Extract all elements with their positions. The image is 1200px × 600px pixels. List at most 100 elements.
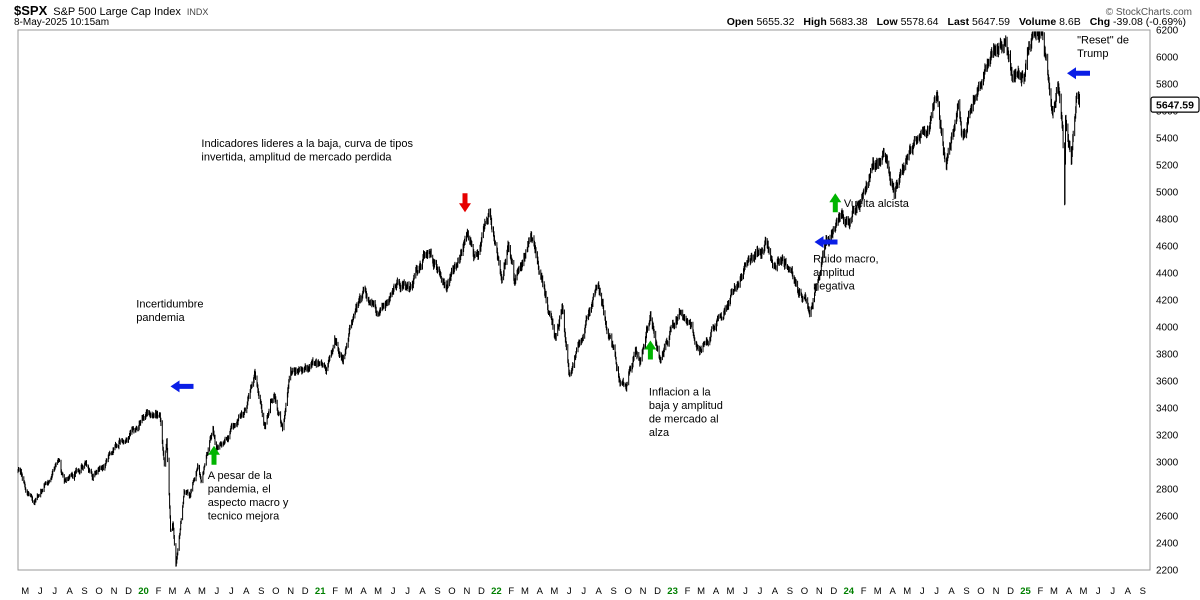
svg-text:24: 24 xyxy=(844,586,855,597)
svg-text:3800: 3800 xyxy=(1156,350,1179,361)
svg-text:S: S xyxy=(787,586,793,597)
svg-text:M: M xyxy=(374,586,382,597)
left-arrow-icon xyxy=(814,236,838,248)
svg-text:A: A xyxy=(596,586,603,597)
svg-text:3400: 3400 xyxy=(1156,404,1179,415)
svg-text:M: M xyxy=(874,586,882,597)
svg-text:F: F xyxy=(861,586,867,597)
svg-text:4600: 4600 xyxy=(1156,242,1179,253)
svg-text:2800: 2800 xyxy=(1156,485,1179,496)
svg-text:5000: 5000 xyxy=(1156,188,1179,199)
copyright-notice: © StockCharts.com xyxy=(1105,7,1192,18)
svg-text:A: A xyxy=(537,586,544,597)
annotation-text-line: Incertidumbre xyxy=(136,299,203,311)
svg-text:A: A xyxy=(772,586,779,597)
annotation-text-line: Indicadores lideres a la baja, curva de … xyxy=(201,138,413,150)
svg-text:O: O xyxy=(977,586,984,597)
svg-text:J: J xyxy=(743,586,748,597)
svg-text:5200: 5200 xyxy=(1156,161,1179,172)
svg-text:J: J xyxy=(52,586,57,597)
svg-text:5647.59: 5647.59 xyxy=(1156,99,1194,111)
index-name: S&P 500 Large Cap Index xyxy=(53,6,181,18)
annotation-text-line: aspecto macro y xyxy=(208,497,289,509)
svg-text:F: F xyxy=(1037,586,1043,597)
last-label: Last xyxy=(947,16,970,28)
chart-header: $SPX S&P 500 Large Cap Index INDX © Stoc… xyxy=(14,3,1192,18)
svg-text:M: M xyxy=(903,586,911,597)
low-value: 5578.64 xyxy=(900,16,939,28)
x-axis-labels: M J J A S O N D 20 F M A M J J A S O N D 21 F M A M J J A S O N D 22 F M A M… xyxy=(21,586,1146,597)
svg-text:S: S xyxy=(434,586,440,597)
svg-text:3000: 3000 xyxy=(1156,458,1179,469)
svg-text:M: M xyxy=(198,586,206,597)
svg-text:J: J xyxy=(567,586,572,597)
svg-text:N: N xyxy=(816,586,823,597)
svg-text:6200: 6200 xyxy=(1156,26,1179,37)
annotation-text-line: Ruido macro, xyxy=(813,253,878,265)
svg-text:A: A xyxy=(419,586,426,597)
svg-text:N: N xyxy=(111,586,118,597)
exchange-code: INDX xyxy=(186,7,209,17)
svg-text:M: M xyxy=(169,586,177,597)
svg-text:3200: 3200 xyxy=(1156,431,1179,442)
annotation-text-line: "Reset" de xyxy=(1077,35,1129,47)
up-arrow-icon xyxy=(829,193,842,213)
quote-row: 8-May-2025 10:15am Open 5655.32 High 568… xyxy=(14,16,1186,28)
svg-text:M: M xyxy=(550,586,558,597)
svg-text:25: 25 xyxy=(1020,586,1031,597)
quote-volume: Volume 8.6B xyxy=(1019,16,1081,28)
down-arrow-icon xyxy=(459,193,471,213)
svg-text:F: F xyxy=(508,586,514,597)
svg-text:S: S xyxy=(258,586,264,597)
svg-text:4000: 4000 xyxy=(1156,323,1179,334)
svg-text:F: F xyxy=(685,586,691,597)
last-price-tag: 5647.59 xyxy=(1150,96,1200,113)
svg-text:S: S xyxy=(963,586,969,597)
svg-text:A: A xyxy=(243,586,250,597)
svg-text:5400: 5400 xyxy=(1156,134,1179,145)
svg-text:M: M xyxy=(21,586,29,597)
chg-label: Chg xyxy=(1089,16,1111,28)
quote-chg: Chg -39.08 (-0.69%) xyxy=(1090,16,1186,28)
svg-text:N: N xyxy=(463,586,470,597)
svg-text:4800: 4800 xyxy=(1156,215,1179,226)
svg-text:4200: 4200 xyxy=(1156,296,1179,307)
svg-text:J: J xyxy=(38,586,43,597)
annotation-text-line: pandemia xyxy=(136,312,185,324)
svg-text:J: J xyxy=(920,586,925,597)
svg-text:20: 20 xyxy=(138,586,149,597)
svg-text:M: M xyxy=(727,586,735,597)
low-label: Low xyxy=(876,16,898,28)
svg-text:F: F xyxy=(156,586,162,597)
plot-border xyxy=(17,29,1151,571)
svg-text:S: S xyxy=(1140,586,1146,597)
svg-text:J: J xyxy=(229,586,234,597)
up-arrow-icon xyxy=(644,340,657,360)
svg-text:5800: 5800 xyxy=(1156,80,1179,91)
svg-text:S: S xyxy=(611,586,617,597)
annotation-text-line: alza xyxy=(649,427,670,439)
svg-text:J: J xyxy=(391,586,396,597)
price-bars xyxy=(17,31,1080,567)
svg-text:N: N xyxy=(993,586,1000,597)
left-arrow-icon xyxy=(1067,67,1090,80)
svg-text:A: A xyxy=(1125,586,1132,597)
quote-datetime: 8-May-2025 10:15am xyxy=(14,17,110,28)
quote-bar: Open 5655.32 High 5683.38 Low 5578.64 La… xyxy=(727,16,1186,28)
last-value: 5647.59 xyxy=(972,16,1011,28)
svg-text:D: D xyxy=(830,586,837,597)
svg-text:D: D xyxy=(654,586,661,597)
annotation-text-line: de mercado al xyxy=(649,413,719,425)
svg-text:M: M xyxy=(1050,586,1058,597)
volume-label: Volume xyxy=(1019,16,1057,28)
ticker-symbol: $SPX xyxy=(14,3,48,18)
annotation-text-line: pandemia, el xyxy=(208,484,271,496)
quote-high: High 5683.38 xyxy=(803,16,867,28)
svg-text:J: J xyxy=(405,586,410,597)
svg-text:A: A xyxy=(1066,586,1073,597)
svg-text:M: M xyxy=(1079,586,1087,597)
svg-text:6000: 6000 xyxy=(1156,53,1179,64)
